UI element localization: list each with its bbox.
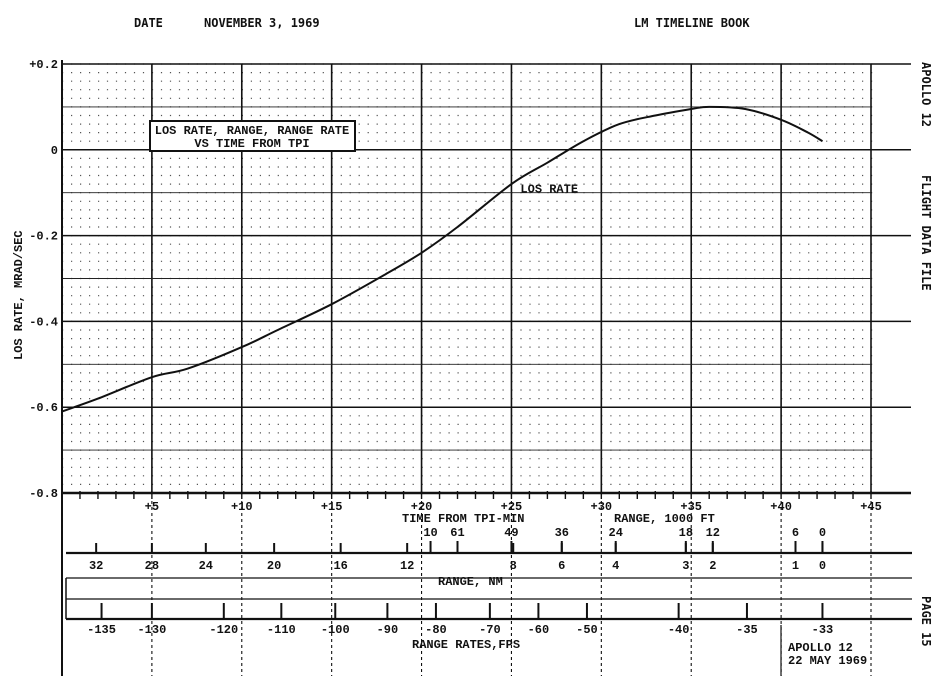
range-nm-tick-label: 8 bbox=[510, 559, 517, 573]
los-rate-series-line bbox=[61, 105, 824, 413]
range-kft-tick-label: 61 bbox=[450, 526, 464, 540]
y-tick-label: -0.2 bbox=[29, 230, 58, 244]
series-group: LOS RATE bbox=[61, 105, 824, 413]
y-tick-label: +0.2 bbox=[29, 58, 58, 72]
range-rate-tick-label: -80 bbox=[425, 623, 447, 637]
range-kft-tick-label: 0 bbox=[819, 526, 826, 540]
date-value: NOVEMBER 3, 1969 bbox=[204, 16, 320, 30]
range-kft-tick-label: 49 bbox=[504, 526, 518, 540]
y-tick-label: 0 bbox=[51, 144, 58, 158]
chart-title-box bbox=[149, 120, 356, 152]
range-rate-tick-label: -35 bbox=[736, 623, 758, 637]
range-nm-tick-label: 2 bbox=[709, 559, 716, 573]
range-nm-tick-label: 28 bbox=[145, 559, 159, 573]
range-rate-tick-label: -60 bbox=[528, 623, 550, 637]
range-kft-tick-label: 18 bbox=[679, 526, 693, 540]
chart-title-line1: LOS RATE, RANGE, RANGE RATE bbox=[155, 124, 349, 138]
range-kft-tick-label: 6 bbox=[792, 526, 799, 540]
x-axis-label: TIME FROM TPI-MIN bbox=[402, 512, 524, 526]
los-rate-annotation: LOS RATE bbox=[520, 183, 578, 197]
mission-side-label: APOLLO 12 bbox=[919, 62, 933, 127]
range-nm-tick-label: 32 bbox=[89, 559, 103, 573]
range-rate-tick-label: -70 bbox=[479, 623, 501, 637]
range-nm-tick-label: 1 bbox=[792, 559, 799, 573]
file-side-label: FLIGHT DATA FILE bbox=[919, 175, 933, 291]
range-rate-tick-label: -33 bbox=[812, 623, 834, 637]
range-nm-tick-label: 24 bbox=[199, 559, 213, 573]
book-title: LM TIMELINE BOOK bbox=[634, 16, 750, 30]
y-tick-label: -0.6 bbox=[29, 401, 58, 415]
range-rate-tick-label: -90 bbox=[377, 623, 399, 637]
range-nm-tick-label: 4 bbox=[612, 559, 619, 573]
range-rate-tick-label: -110 bbox=[267, 623, 296, 637]
range-rate-tick-label: -40 bbox=[668, 623, 690, 637]
range-rate-tick-label: -100 bbox=[321, 623, 350, 637]
range-rate-tick-label: -120 bbox=[209, 623, 238, 637]
range-rate-tick-label: -135 bbox=[87, 623, 116, 637]
date-label: DATE bbox=[134, 16, 163, 30]
lower-scales: 10 61 49 36 24 18 12 6 032 28 24 20 16 12 8 6 4 3 2 1 0-135-… bbox=[61, 501, 912, 676]
y-tick-label: -0.8 bbox=[29, 487, 58, 501]
range-rate-tick-label: -130 bbox=[137, 623, 166, 637]
range-kft-tick-label: 10 bbox=[423, 526, 437, 540]
range-nm-label: RANGE, NM bbox=[438, 575, 503, 589]
range-rate-label: RANGE RATES,FPS bbox=[412, 638, 520, 652]
stamp-date: 22 MAY 1969 bbox=[788, 654, 867, 668]
stamp-mission: APOLLO 12 bbox=[788, 641, 853, 655]
range-kft-tick-label: 12 bbox=[706, 526, 720, 540]
range-kft-label: RANGE, 1000 FT bbox=[614, 512, 715, 526]
y-axis-label: LOS RATE, MRAD/SEC bbox=[12, 230, 26, 360]
range-kft-tick-label: 24 bbox=[609, 526, 623, 540]
range-rate-tick-label: -50 bbox=[576, 623, 598, 637]
range-nm-tick-label: 20 bbox=[267, 559, 281, 573]
range-kft-tick-label: 36 bbox=[555, 526, 569, 540]
range-nm-tick-label: 16 bbox=[333, 559, 347, 573]
y-tick-labels: +0.2 0 -0.2 -0.4 -0.6 -0.8 bbox=[29, 58, 58, 501]
page-side-label: PAGE 15 bbox=[919, 596, 933, 647]
y-tick-label: -0.4 bbox=[29, 315, 58, 329]
range-nm-tick-label: 12 bbox=[400, 559, 414, 573]
range-nm-tick-label: 3 bbox=[682, 559, 689, 573]
chart-title-line2: VS TIME FROM TPI bbox=[194, 137, 309, 151]
range-nm-tick-label: 0 bbox=[819, 559, 826, 573]
range-nm-tick-label: 6 bbox=[558, 559, 565, 573]
